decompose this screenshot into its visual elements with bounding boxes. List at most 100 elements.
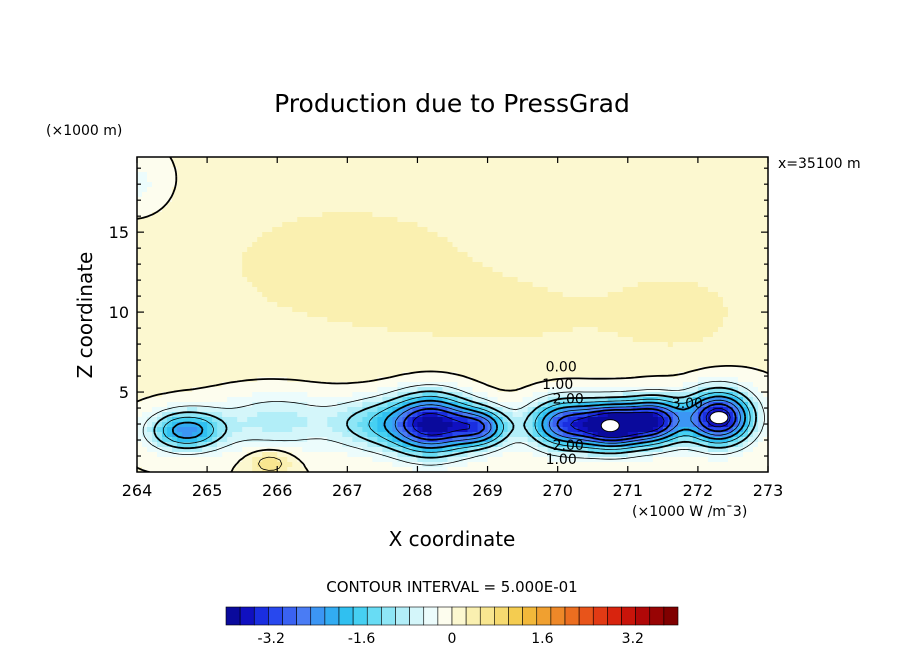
field-cell [257,212,263,218]
field-cell [182,302,188,308]
field-cell [492,282,499,288]
field-cell [692,242,699,248]
field-cell [507,287,514,293]
field-cell [692,212,699,218]
field-cell [682,302,689,308]
field-cell [707,297,714,303]
field-cell [307,232,313,238]
field-cell [232,302,238,308]
field-cell [352,247,358,253]
field-cell [667,337,674,343]
field-cell [567,232,574,238]
field-cell [302,222,308,228]
field-cell [492,212,499,218]
field-cell [407,347,414,353]
field-cell [242,287,248,293]
field-cell [172,202,178,208]
field-cell [297,162,303,168]
field-cell [337,202,343,208]
field-cell [287,292,293,298]
field-cell [337,227,343,233]
field-cell [752,192,759,198]
field-cell [287,197,293,203]
field-cell [712,202,719,208]
field-cell [317,337,323,343]
field-cell [557,187,564,193]
field-cell [712,347,719,353]
field-cell [222,337,228,343]
field-cell [482,212,489,218]
field-cell [702,217,709,223]
field-cell [502,237,509,243]
field-cell [562,207,569,213]
field-cell [332,302,338,308]
field-cell [267,177,273,183]
field-cell [672,192,679,198]
field-cell [142,287,148,293]
field-cell [187,157,193,163]
field-cell [217,167,223,173]
field-cell [172,352,178,358]
field-cell [272,267,278,273]
field-cell [277,277,283,283]
field-cell [247,162,253,168]
field-cell [192,222,198,228]
field-cell [362,332,368,338]
field-cell [582,222,589,228]
field-cell [257,262,263,268]
field-cell [237,317,243,323]
field-cell [282,177,288,183]
field-cell [342,257,348,263]
field-cell [347,252,353,258]
field-cell [672,297,679,303]
field-cell [592,332,599,338]
field-cell [407,282,414,288]
field-cell [552,187,559,193]
field-cell [482,342,489,348]
field-cell [707,282,714,288]
field-cell [167,317,173,323]
field-cell [387,247,394,253]
field-cell [342,317,348,323]
field-cell [667,282,674,288]
field-cell [507,212,514,218]
field-cell [727,212,734,218]
field-cell [527,282,534,288]
field-cell [372,297,378,303]
field-cell [417,287,424,293]
field-cell [462,247,469,253]
field-cell [467,197,474,203]
y-scale-label: (×1000 m) [46,123,122,139]
field-cell [747,237,754,243]
field-cell [437,242,444,248]
field-cell [687,317,694,323]
field-cell [417,257,424,263]
field-cell [507,202,514,208]
field-cell [632,192,639,198]
field-cell [187,302,193,308]
field-cell [622,197,629,203]
field-cell [697,212,704,218]
field-cell [472,232,479,238]
field-cell [562,297,569,303]
field-cell [612,302,619,308]
field-cell [627,322,634,328]
field-cell [532,252,539,258]
field-cell [472,252,479,258]
field-cell [742,282,749,288]
field-cell [217,352,223,358]
field-cell [592,162,599,168]
field-cell [162,322,168,328]
field-cell [452,327,459,333]
field-cell [542,277,549,283]
field-cell [422,177,429,183]
field-cell [652,312,659,318]
field-cell [292,317,298,323]
field-cell [612,162,619,168]
field-cell [582,312,589,318]
field-cell [517,197,524,203]
field-cell [592,302,599,308]
field-cell [607,262,614,268]
field-cell [632,172,639,178]
field-cell [427,322,434,328]
